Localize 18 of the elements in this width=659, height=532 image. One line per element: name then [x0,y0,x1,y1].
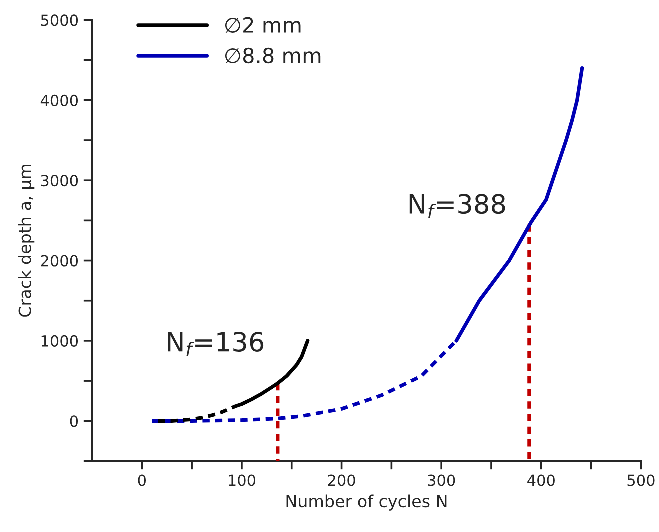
x-tick-label: 300 [428,474,456,486]
y-tick-label: 2000 [41,255,78,267]
y-tick-label: 3000 [41,175,78,187]
x-tick-label: 100 [229,474,256,486]
x-tick-label: 0 [138,474,146,486]
x-axis-title: Number of cycles N [286,494,447,511]
y-tick-label: 5000 [41,14,78,26]
y-tick-label: 4000 [40,94,78,106]
y-tick-label: 1000 [42,335,78,347]
y-tick-label: 0 [70,416,78,428]
annotation: N$_{f}$=136 [168,332,264,356]
x-tick-label: 200 [328,474,356,486]
x-tick-label: 500 [628,474,655,486]
legend-label: ∅2 mm [225,17,301,33]
legend-label: ∅8.8 mm [225,48,321,64]
x-tick-label: 400 [528,474,555,486]
y-axis-title: Crack depth a, μm [18,165,35,317]
annotation: N$_{f}$=388 [410,194,506,218]
